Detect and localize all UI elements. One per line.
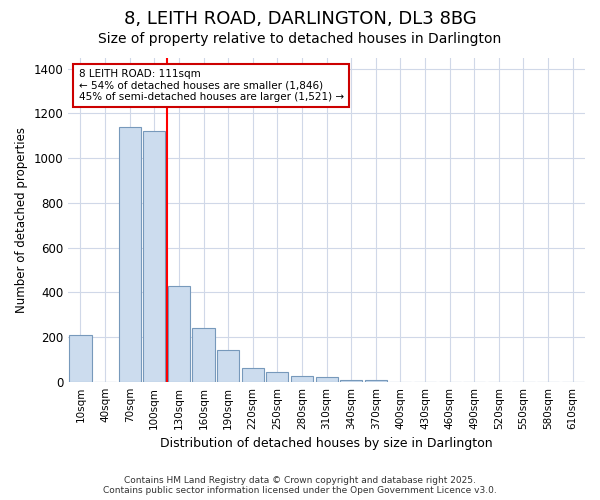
Text: 8, LEITH ROAD, DARLINGTON, DL3 8BG: 8, LEITH ROAD, DARLINGTON, DL3 8BG [124, 10, 476, 28]
Text: 8 LEITH ROAD: 111sqm
← 54% of detached houses are smaller (1,846)
45% of semi-de: 8 LEITH ROAD: 111sqm ← 54% of detached h… [79, 69, 344, 102]
Y-axis label: Number of detached properties: Number of detached properties [15, 126, 28, 312]
Bar [266, 372, 289, 382]
Bar [242, 368, 264, 382]
Bar [365, 380, 387, 382]
X-axis label: Distribution of detached houses by size in Darlington: Distribution of detached houses by size … [160, 437, 493, 450]
Bar [193, 328, 215, 382]
Bar [291, 376, 313, 382]
Bar [70, 335, 92, 382]
Bar [119, 127, 141, 382]
Bar [340, 380, 362, 382]
Bar [217, 350, 239, 382]
Bar [143, 132, 166, 382]
Text: Size of property relative to detached houses in Darlington: Size of property relative to detached ho… [98, 32, 502, 46]
Text: Contains HM Land Registry data © Crown copyright and database right 2025.
Contai: Contains HM Land Registry data © Crown c… [103, 476, 497, 495]
Bar [168, 286, 190, 382]
Bar [316, 378, 338, 382]
